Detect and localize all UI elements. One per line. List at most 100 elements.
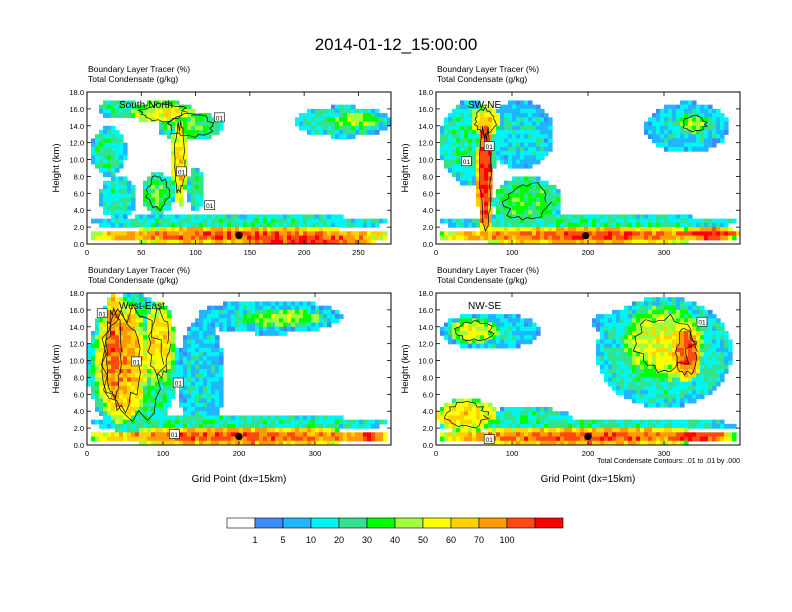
heat-cell <box>119 163 124 169</box>
heat-cell <box>267 235 272 241</box>
condensate-contour <box>174 120 186 194</box>
heat-cell <box>191 201 196 207</box>
heat-cell <box>596 239 601 244</box>
heat-cell <box>119 432 124 438</box>
heat-cell <box>315 318 320 324</box>
heat-cell <box>528 176 533 182</box>
heat-cell <box>287 432 292 438</box>
heat-cell <box>500 201 505 207</box>
heat-cell <box>480 176 485 182</box>
heat-cell <box>628 352 633 357</box>
heat-cell <box>620 440 625 445</box>
heat-cell <box>584 239 589 244</box>
heat-cell <box>135 373 140 379</box>
heat-cell <box>331 104 336 110</box>
heat-cell <box>371 423 376 429</box>
heat-cell <box>448 432 453 438</box>
heat-cell <box>604 326 609 332</box>
heat-cell <box>628 377 633 383</box>
heat-cell <box>183 142 188 148</box>
heat-cell <box>516 180 521 186</box>
heat-cell <box>564 436 569 442</box>
heat-cell <box>171 104 176 110</box>
heat-cell <box>508 331 513 336</box>
heat-cell <box>692 117 697 123</box>
heat-cell <box>656 222 661 228</box>
heat-cell <box>688 214 693 220</box>
heat-cell <box>223 309 228 315</box>
heat-cell <box>123 432 128 438</box>
heat-cell <box>363 231 368 237</box>
heat-cell <box>660 369 665 374</box>
heat-cell <box>600 239 605 244</box>
heat-cell <box>664 352 669 357</box>
heat-cell <box>151 352 156 357</box>
heat-cell <box>476 172 481 178</box>
heat-cell <box>123 369 128 374</box>
heat-cell <box>480 104 485 110</box>
heat-cell <box>195 381 200 387</box>
heat-cell <box>456 402 461 408</box>
heat-cell <box>672 125 677 131</box>
heat-cell <box>371 222 376 228</box>
heat-cell <box>524 432 529 438</box>
heat-cell <box>508 314 513 319</box>
heat-cell <box>307 214 312 220</box>
heat-cell <box>151 347 156 353</box>
heat-cell <box>187 352 192 357</box>
heat-cell <box>95 235 100 241</box>
heat-cell <box>99 168 104 173</box>
heat-cell <box>564 423 569 429</box>
heat-cell <box>299 301 304 307</box>
heat-cell <box>660 364 665 370</box>
heat-cell <box>107 381 112 387</box>
heat-cell <box>660 235 665 241</box>
heat-cell <box>375 218 380 224</box>
heat-cell <box>299 322 304 328</box>
heat-cell <box>211 352 216 357</box>
heat-cell <box>243 214 248 220</box>
heat-cell <box>664 104 669 110</box>
heat-cell <box>367 436 372 442</box>
heat-cell <box>183 117 188 123</box>
heat-cell <box>235 301 240 307</box>
heat-cell <box>203 343 208 349</box>
heat-cell <box>636 436 641 442</box>
heat-cell <box>664 373 669 379</box>
heat-cell <box>335 415 340 421</box>
heat-cell <box>548 146 553 152</box>
heat-cell <box>472 231 477 237</box>
heat-cell <box>588 231 593 237</box>
heat-cell <box>251 214 256 220</box>
heat-cell <box>227 231 232 237</box>
heat-cell <box>99 385 104 391</box>
heat-cell <box>303 227 308 232</box>
heat-cell <box>243 436 248 442</box>
heat-cell <box>532 104 537 110</box>
heat-cell <box>295 214 300 220</box>
heat-cell <box>119 415 124 421</box>
heat-cell <box>612 235 617 241</box>
heat-cell <box>175 134 180 140</box>
heat-cell <box>155 411 160 417</box>
heat-cell <box>464 423 469 429</box>
heat-cell <box>99 189 104 194</box>
heat-cell <box>612 326 617 332</box>
heat-cell <box>500 104 505 110</box>
heat-cell <box>151 231 156 237</box>
heat-cell <box>620 214 625 220</box>
heat-cell <box>600 369 605 374</box>
heat-cell <box>500 222 505 228</box>
heat-cell <box>295 423 300 429</box>
heat-cell <box>512 235 517 241</box>
heat-cell <box>528 180 533 186</box>
heat-cell <box>319 227 324 232</box>
heat-cell <box>492 239 497 244</box>
heat-cell <box>544 206 549 211</box>
heat-cell <box>135 347 140 353</box>
heat-cell <box>512 108 517 114</box>
heat-cell <box>111 381 116 387</box>
heat-cell <box>696 146 701 152</box>
heat-cell <box>247 218 252 224</box>
heat-cell <box>524 322 529 328</box>
